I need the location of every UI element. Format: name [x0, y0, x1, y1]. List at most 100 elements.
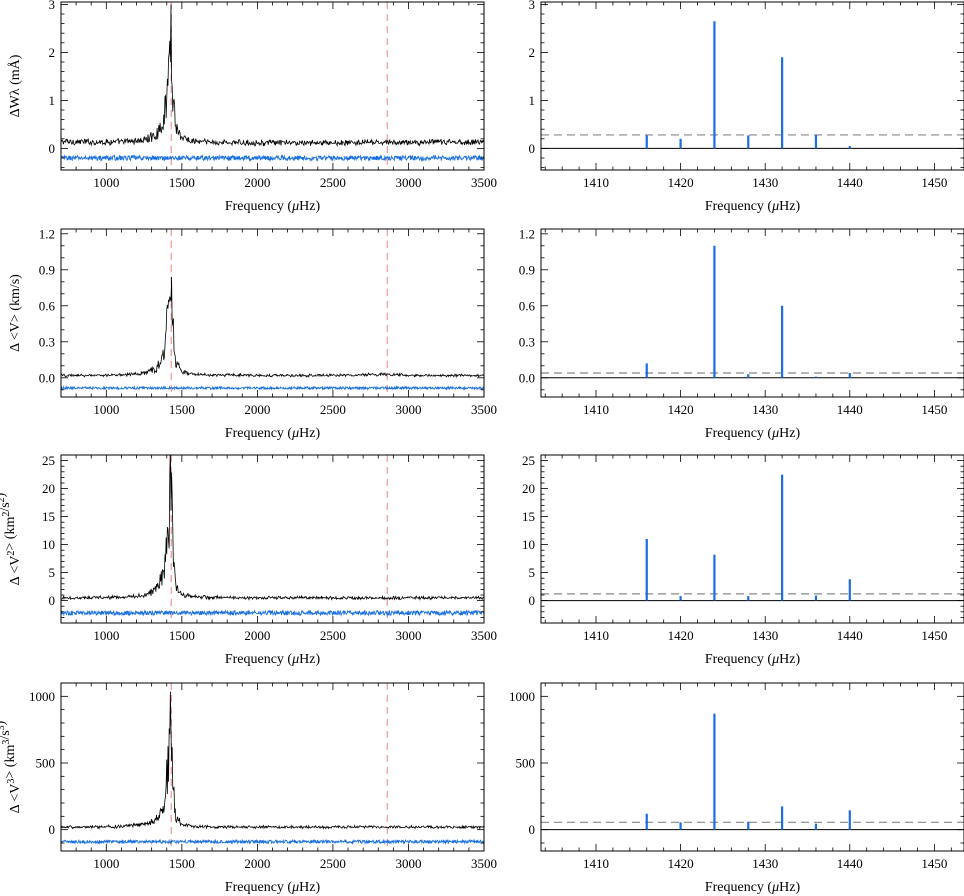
y-tick-label: 1000	[509, 689, 535, 704]
y-tick-label: 3	[49, 0, 56, 12]
y-tick-label: 5	[529, 565, 536, 580]
x-axis-label: Frequency (μHz)	[705, 880, 801, 895]
panel-row3-left: 1000 1500 2000 2500 3000 3500 0 5 10 15 20 25 Freque…	[0, 453, 497, 667]
x-tick-label: 1430	[752, 175, 778, 190]
y-tick-label: 2	[49, 45, 56, 60]
x-tick-label: 1430	[752, 628, 778, 643]
plot-area	[541, 474, 964, 602]
x-axis-label: Frequency (μHz)	[225, 880, 321, 895]
x-axis-label: Frequency (μHz)	[705, 652, 801, 667]
plot-area	[541, 713, 964, 831]
plot-frame	[540, 454, 964, 624]
x-tick-label: 1410	[583, 856, 609, 871]
y-tick-label: 0	[529, 141, 536, 156]
y-axis-label: Δ <V3> (km3/s3)	[0, 720, 23, 813]
x-axis-label: Frequency (μHz)	[705, 199, 801, 214]
y-tick-label: 500	[36, 756, 56, 771]
x-tick-label: 3000	[395, 175, 421, 190]
x-axis-label: Frequency (μHz)	[225, 426, 321, 441]
y-tick-label: 25	[42, 453, 55, 468]
plot-area	[541, 245, 964, 379]
x-tick-label: 1440	[837, 402, 863, 417]
x-tick-label: 1440	[837, 175, 863, 190]
x-tick-label: 1410	[583, 628, 609, 643]
y-tick-label: 10	[42, 537, 55, 552]
plot-frame	[60, 1, 485, 171]
plot-area	[61, 229, 484, 397]
x-tick-label: 1500	[169, 175, 195, 190]
x-tick-label: 1000	[93, 856, 119, 871]
plot-area	[61, 455, 484, 623]
x-tick-label: 1430	[752, 856, 778, 871]
x-tick-label: 1410	[583, 175, 609, 190]
x-tick-label: 1430	[752, 402, 778, 417]
x-axis-label: Frequency (μHz)	[225, 652, 321, 667]
x-tick-label: 1500	[169, 402, 195, 417]
y-tick-label: 3	[529, 0, 536, 12]
y-tick-label: 1000	[29, 689, 55, 704]
x-tick-label: 1410	[583, 402, 609, 417]
x-tick-label: 2500	[320, 175, 346, 190]
x-tick-label: 2000	[244, 402, 270, 417]
x-tick-label: 3000	[395, 856, 421, 871]
x-tick-label: 1450	[921, 856, 947, 871]
y-tick-label: 0	[49, 593, 56, 608]
y-tick-label: 0	[529, 822, 536, 837]
x-tick-label: 1420	[668, 628, 694, 643]
y-tick-label: 15	[42, 509, 55, 524]
x-tick-label: 1450	[921, 402, 947, 417]
y-tick-label: 15	[522, 509, 535, 524]
y-tick-label: 5	[49, 565, 56, 580]
y-tick-label: 0.6	[519, 298, 536, 313]
x-tick-label: 2000	[244, 628, 270, 643]
y-tick-label: 500	[516, 756, 536, 771]
x-tick-label: 1450	[921, 628, 947, 643]
x-tick-label: 3500	[471, 402, 497, 417]
y-tick-label: 0.9	[39, 262, 55, 277]
y-axis-label: Δ <V2> (km2/s2)	[0, 492, 23, 585]
x-tick-label: 1420	[668, 175, 694, 190]
x-tick-label: 1500	[169, 628, 195, 643]
y-axis-label: ΔWλ (mÅ)	[7, 54, 23, 117]
y-tick-label: 1.2	[519, 226, 535, 241]
y-tick-label: 0.0	[39, 370, 55, 385]
noise-series	[61, 609, 484, 617]
panel-row2-left: 1000 1500 2000 2500 3000 3500 0.0 0.3 0.6 0.9 1.2 F…	[8, 226, 497, 441]
y-tick-label: 0.3	[519, 334, 535, 349]
x-tick-label: 1420	[668, 402, 694, 417]
x-tick-label: 1000	[93, 175, 119, 190]
panel-row1-right: 1410 1420 1430 1440 1450 0 1 2 3 Frequency (μHz)	[529, 0, 964, 214]
noise-series	[61, 153, 484, 163]
plot-frame	[540, 228, 964, 398]
y-tick-label: 10	[522, 537, 535, 552]
y-tick-label: 0.3	[39, 334, 55, 349]
x-tick-label: 2000	[244, 175, 270, 190]
x-tick-label: 2500	[320, 402, 346, 417]
x-tick-label: 2500	[320, 856, 346, 871]
x-tick-label: 3000	[395, 628, 421, 643]
y-tick-label: 0.0	[519, 370, 535, 385]
plot-frame	[540, 682, 964, 852]
amplitude-series	[61, 455, 484, 601]
amplitude-series	[61, 276, 484, 379]
x-tick-label: 3500	[471, 175, 497, 190]
x-tick-label: 2000	[244, 856, 270, 871]
noise-series	[61, 838, 484, 846]
y-tick-label: 20	[522, 481, 535, 496]
x-tick-label: 1000	[93, 628, 119, 643]
x-tick-label: 3500	[471, 856, 497, 871]
y-axis-label: Δ <V> (km/s)	[8, 274, 23, 352]
y-tick-label: 25	[522, 453, 535, 468]
y-tick-label: 0.6	[39, 298, 56, 313]
x-tick-label: 1450	[921, 175, 947, 190]
panel-row1-left: 1000 1500 2000 2500 3000 3500 0 1 2 3 Frequency (μ…	[7, 0, 497, 214]
y-tick-label: 1	[529, 93, 536, 108]
plot-frame	[540, 1, 964, 171]
x-tick-label: 1440	[837, 856, 863, 871]
x-axis-label: Frequency (μHz)	[705, 426, 801, 441]
x-tick-label: 3500	[471, 628, 497, 643]
amplitude-series	[61, 691, 484, 830]
y-tick-label: 2	[529, 45, 536, 60]
panel-row2-right: 1410 1420 1430 1440 1450 0.0 0.3 0.6 0.9 1.2 Frequ…	[519, 226, 964, 441]
